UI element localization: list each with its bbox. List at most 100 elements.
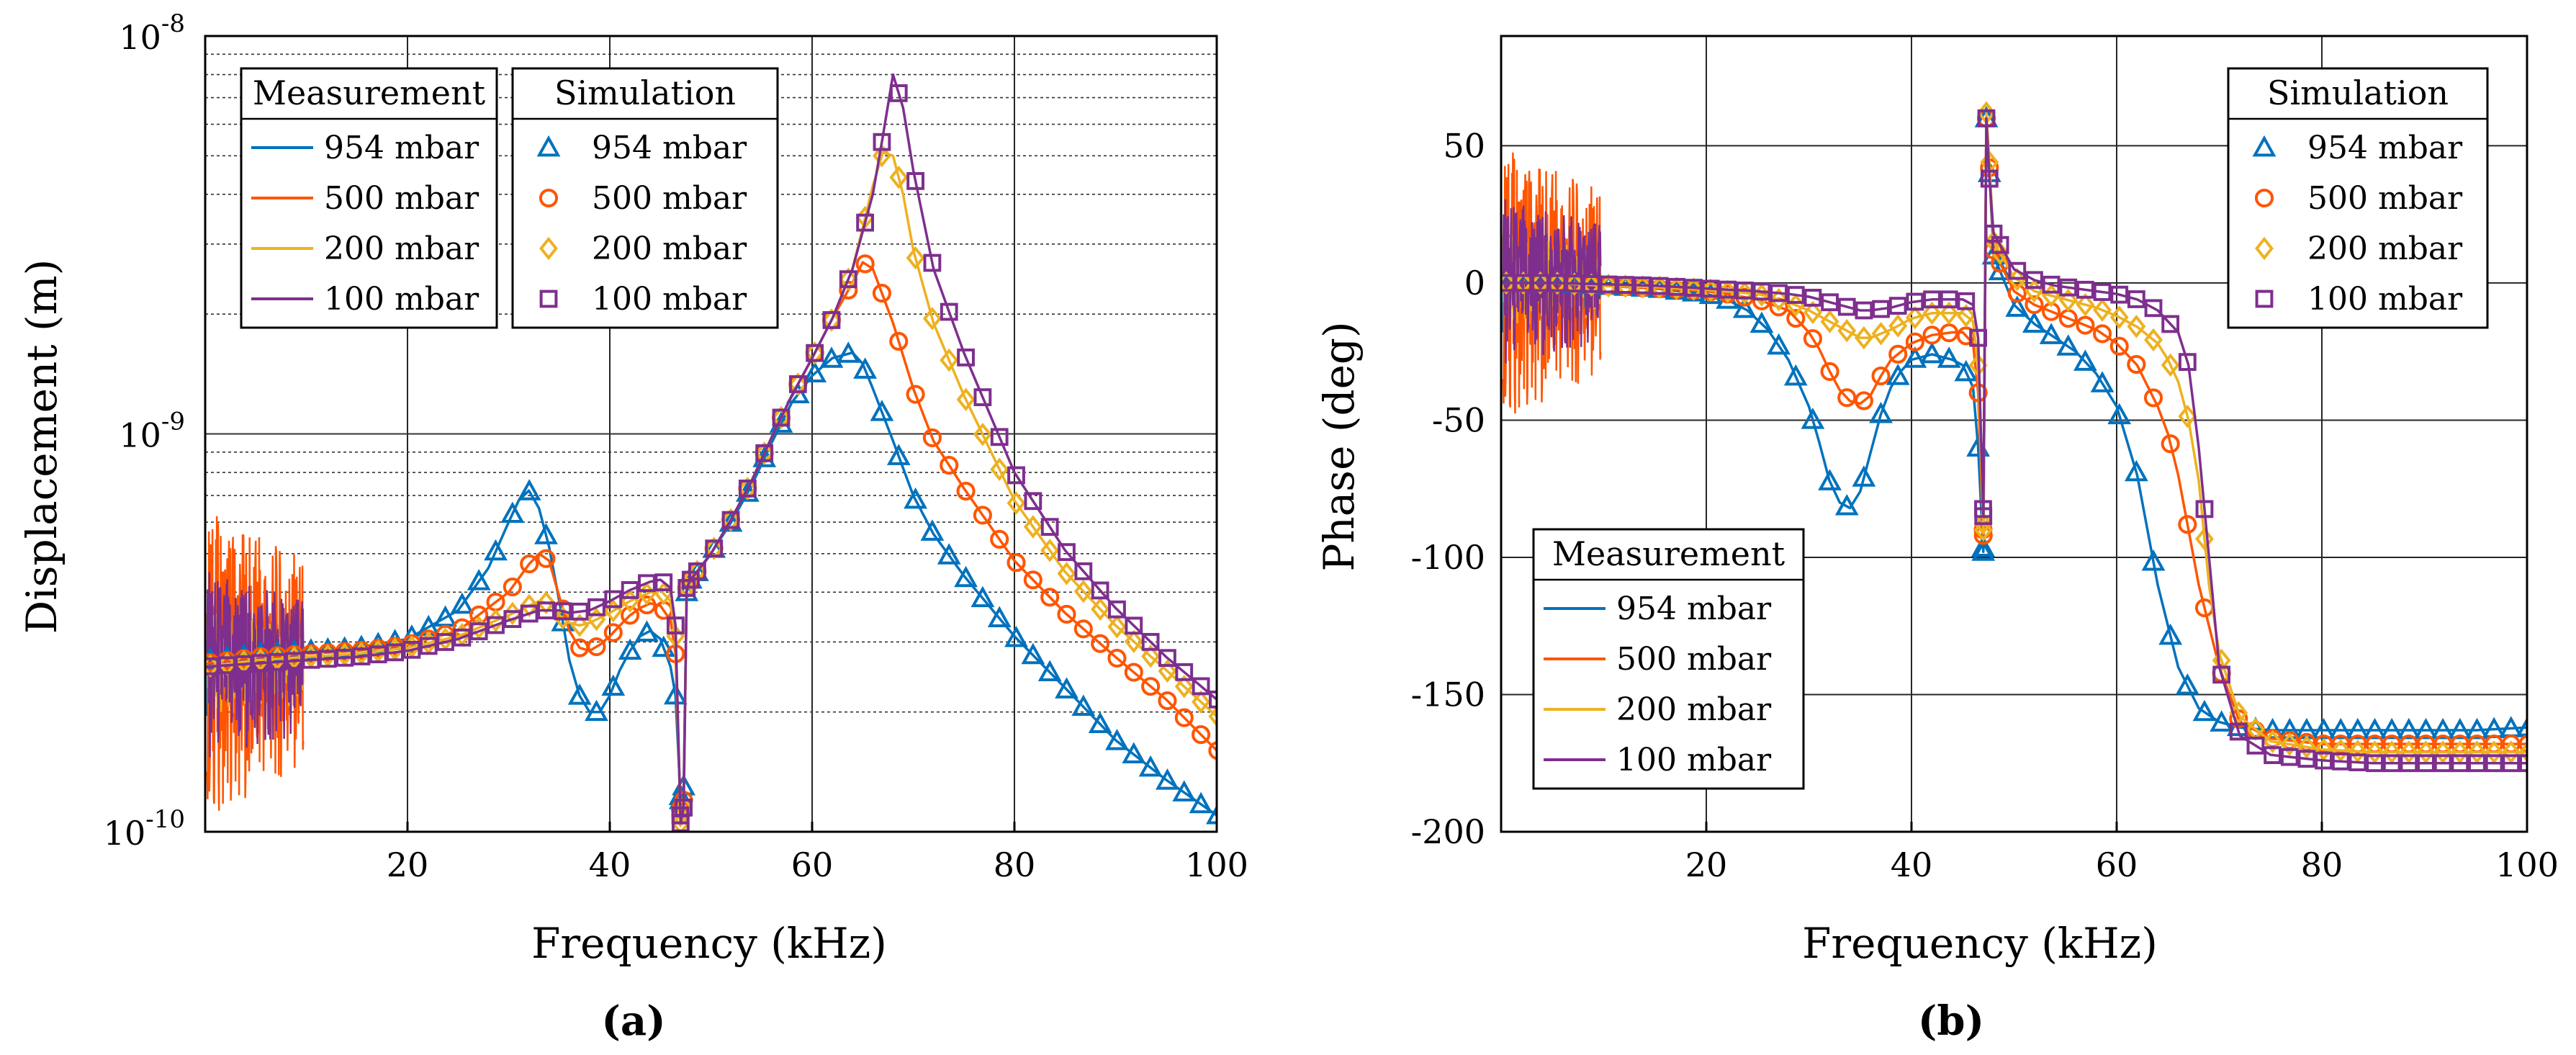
data-point-marker	[2158, 623, 2183, 645]
legend-entry-label: 100 mbar	[324, 281, 479, 318]
data-point-marker	[1189, 791, 1213, 814]
data-point-marker	[1172, 780, 1197, 802]
data-point-marker	[738, 477, 757, 500]
data-point-marker	[1071, 694, 1096, 716]
data-point-marker	[1040, 588, 1060, 607]
data-point-marker	[2025, 271, 2043, 289]
data-point-marker	[1007, 466, 1025, 485]
data-point-marker	[2417, 754, 2435, 773]
data-point-marker	[1531, 271, 1550, 295]
data-point-marker	[839, 267, 858, 291]
data-point-marker	[2397, 717, 2421, 740]
data-point-marker	[537, 601, 555, 620]
legend-entry-label: 954 mbar	[2307, 130, 2463, 166]
data-point-marker	[205, 657, 220, 675]
data-point-marker	[1513, 271, 1533, 295]
data-point-marker	[1192, 677, 1210, 696]
data-point-marker	[1684, 277, 1703, 301]
data-point-marker	[2110, 285, 2129, 304]
data-point-marker	[1192, 725, 1211, 745]
data-point-marker	[954, 565, 978, 588]
x-tick-label: 60	[2096, 845, 2138, 884]
data-point-marker	[1564, 272, 1584, 296]
y-tick-label: 50	[1443, 126, 1485, 165]
data-point-marker	[553, 606, 572, 630]
x-tick-label: 100	[2495, 845, 2559, 884]
panel-b-legend-measurement: Measurement 954 mbar 500 mbar 200 mbar 100 m…	[1532, 528, 1805, 790]
data-point-marker	[1599, 274, 1618, 298]
panel-a-y-ticks: 10-10 10-9 10-8	[104, 9, 185, 853]
legend-entry-label: 500 mbar	[1616, 641, 1772, 678]
data-point-marker	[1192, 690, 1211, 714]
data-point-marker	[2363, 717, 2387, 740]
data-point-marker	[652, 635, 676, 657]
data-point-marker	[755, 444, 774, 462]
data-point-marker	[2093, 324, 2112, 344]
data-point-marker	[2210, 710, 2234, 732]
panel-a-series	[205, 73, 1217, 832]
legend-entry-label: 500 mbar	[2307, 180, 2463, 217]
data-point-marker	[1037, 660, 1062, 682]
data-point-marker	[1209, 690, 1217, 709]
data-point-marker	[1208, 706, 1217, 727]
y-tick-label: 10-8	[119, 9, 185, 57]
series-line-954-mbar	[205, 351, 1217, 817]
data-point-marker	[1058, 543, 1076, 562]
data-point-marker	[235, 655, 253, 673]
data-point-marker	[1024, 492, 1042, 511]
legend-entry-label: 100 mbar	[1616, 742, 1772, 778]
y-tick-label: -100	[1411, 538, 1485, 577]
x-tick-label: 40	[1891, 845, 1933, 884]
data-point-marker	[2093, 283, 2112, 301]
data-point-marker	[335, 648, 354, 667]
data-point-marker	[469, 622, 488, 641]
data-point-marker	[1174, 675, 1194, 699]
data-point-marker	[2382, 754, 2401, 773]
data-point-marker	[1855, 301, 1873, 320]
data-point-marker	[536, 549, 556, 568]
data-point-marker	[2348, 753, 2367, 771]
y-tick-label: 0	[1464, 264, 1485, 302]
data-point-marker	[2093, 298, 2112, 322]
data-point-marker	[1940, 301, 1959, 326]
data-point-marker	[567, 683, 592, 705]
data-point-marker	[587, 598, 605, 616]
data-point-marker	[675, 799, 693, 817]
data-point-marker	[1057, 604, 1076, 624]
data-point-marker	[990, 428, 1009, 446]
data-point-marker	[1023, 515, 1042, 539]
data-point-marker	[402, 640, 421, 659]
data-point-marker	[1701, 279, 1720, 298]
data-point-marker	[940, 455, 959, 475]
data-point-marker	[1514, 274, 1533, 292]
data-point-marker	[2109, 305, 2129, 329]
data-point-marker	[822, 308, 841, 332]
data-point-marker	[450, 592, 474, 614]
data-point-marker	[1769, 287, 1788, 312]
data-point-marker	[2465, 717, 2489, 740]
y-tick-label: 10-10	[104, 805, 185, 853]
legend-entry-label: 200 mbar	[2307, 230, 2463, 267]
data-point-marker	[1074, 562, 1093, 580]
x-tick-label: 80	[994, 845, 1036, 884]
x-tick-label: 60	[791, 845, 834, 884]
data-point-marker	[299, 638, 323, 660]
data-point-marker	[1006, 491, 1026, 515]
data-point-marker	[1872, 300, 1890, 318]
data-point-marker	[1888, 314, 1908, 338]
data-point-marker	[2448, 717, 2472, 740]
data-point-marker	[2467, 740, 2487, 764]
data-point-marker	[386, 643, 404, 662]
data-point-marker	[738, 479, 757, 498]
legend-entry-label: 100 mbar	[592, 281, 747, 318]
data-point-marker	[1752, 282, 1771, 301]
data-point-marker	[788, 375, 807, 393]
data-point-marker	[704, 537, 724, 560]
data-point-marker	[2042, 275, 2061, 294]
data-point-marker	[2485, 754, 2503, 773]
data-point-marker	[282, 639, 307, 661]
data-point-marker	[554, 602, 572, 621]
data-point-marker	[1073, 619, 1093, 639]
legend-marker	[2252, 135, 2276, 157]
data-point-marker	[1124, 629, 1143, 653]
